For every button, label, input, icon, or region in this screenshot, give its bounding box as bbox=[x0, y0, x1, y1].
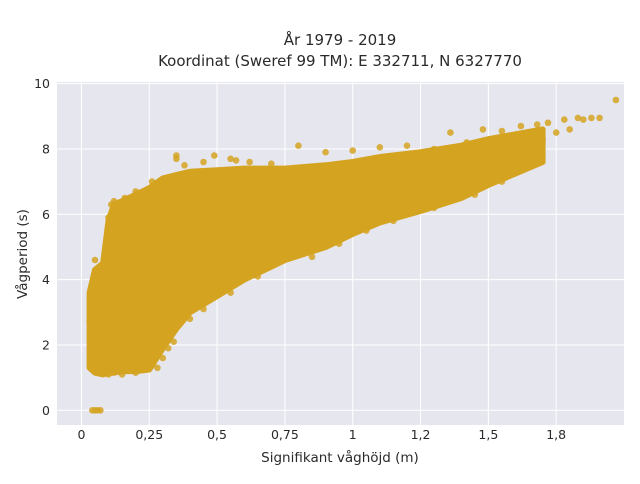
scatter-point bbox=[403, 142, 411, 149]
scatter-point bbox=[506, 132, 514, 140]
scatter-point bbox=[588, 114, 595, 122]
scatter-point bbox=[148, 178, 156, 185]
x-axis-label: Signifikant våghöjd (m) bbox=[261, 449, 419, 466]
scatter-point bbox=[574, 114, 582, 122]
scatter-point bbox=[200, 305, 207, 313]
scatter-points bbox=[86, 96, 620, 414]
scatter-point bbox=[186, 315, 194, 323]
x-tick-label: 1 bbox=[349, 427, 357, 442]
scatter-point bbox=[132, 188, 139, 195]
scatter-point bbox=[596, 114, 603, 122]
scatter-point bbox=[89, 295, 96, 303]
scatter-point bbox=[118, 371, 126, 378]
y-tick-label: 8 bbox=[42, 141, 50, 156]
scatter-point bbox=[525, 142, 533, 149]
scatter-point bbox=[99, 269, 107, 277]
scatter-point bbox=[200, 158, 207, 166]
y-tick-label: 0 bbox=[42, 403, 50, 418]
scatter-point bbox=[498, 127, 506, 135]
scatter-point bbox=[154, 364, 161, 372]
y-axis-label: Vågperiod (s) bbox=[14, 209, 31, 299]
scatter-point bbox=[89, 407, 96, 414]
scatter-point bbox=[544, 119, 552, 127]
scatter-point bbox=[308, 253, 316, 261]
x-axis-ticks: 0 0,25 0,5 0,75 1 1,2 1,5 1,8 bbox=[77, 427, 566, 442]
y-axis-ticks: 0 2 4 6 8 10 bbox=[34, 76, 50, 418]
scatter-point bbox=[181, 162, 188, 169]
scatter-point bbox=[335, 240, 343, 247]
y-tick-label: 6 bbox=[42, 207, 50, 222]
scatter-point bbox=[173, 155, 180, 163]
scatter-point bbox=[86, 318, 93, 326]
scatter-point bbox=[517, 122, 525, 130]
scatter-point bbox=[612, 96, 620, 104]
scatter-point bbox=[580, 116, 587, 123]
x-tick-label: 1,5 bbox=[478, 427, 498, 442]
scatter-point bbox=[97, 407, 104, 414]
scatter-point bbox=[246, 158, 253, 166]
scatter-point bbox=[471, 191, 479, 198]
y-tick-label: 4 bbox=[42, 272, 50, 287]
chart-title-line-1: År 1979 - 2019 bbox=[284, 30, 397, 49]
scatter-point bbox=[211, 152, 218, 159]
scatter-point bbox=[170, 338, 177, 346]
scatter-point bbox=[110, 197, 118, 205]
scatter-point bbox=[132, 369, 139, 377]
scatter-point bbox=[97, 263, 104, 270]
x-tick-label: 0,75 bbox=[271, 427, 299, 442]
scatter-point bbox=[430, 145, 438, 153]
scatter-point bbox=[430, 204, 438, 212]
scatter-point bbox=[447, 129, 454, 136]
scatter-point bbox=[539, 135, 546, 143]
scatter-point bbox=[322, 148, 329, 156]
scatter-point bbox=[566, 126, 573, 133]
scatter-point bbox=[295, 142, 302, 149]
scatter-point bbox=[552, 129, 560, 136]
scatter-point bbox=[268, 160, 275, 167]
x-tick-label: 0,5 bbox=[207, 427, 227, 442]
scatter-point bbox=[164, 344, 172, 352]
scatter-point bbox=[121, 194, 129, 202]
scatter-point bbox=[479, 126, 487, 133]
scatter-point bbox=[363, 227, 370, 234]
x-tick-label: 1,8 bbox=[546, 427, 566, 442]
scatter-point bbox=[349, 147, 357, 154]
x-tick-label: 0 bbox=[77, 427, 85, 442]
y-tick-label: 2 bbox=[42, 337, 50, 352]
scatter-point bbox=[390, 217, 397, 225]
scatter-point bbox=[227, 289, 234, 297]
scatter-point bbox=[254, 273, 262, 280]
scatter-point bbox=[561, 116, 568, 123]
scatter-point bbox=[227, 155, 234, 163]
scatter-point bbox=[91, 256, 99, 264]
scatter-point bbox=[232, 157, 240, 164]
x-tick-label: 0,25 bbox=[135, 427, 163, 442]
scatter-point bbox=[105, 214, 112, 221]
scatter-point bbox=[376, 144, 384, 151]
y-tick-label: 10 bbox=[34, 76, 50, 91]
scatter-point bbox=[498, 178, 506, 185]
scatter-point bbox=[463, 139, 471, 146]
scatter-density-region bbox=[86, 126, 546, 378]
chart-title-line-2: Koordinat (Sweref 99 TM): E 332711, N 63… bbox=[158, 52, 522, 70]
scatter-point bbox=[533, 121, 541, 128]
scatter-point bbox=[159, 354, 167, 362]
x-tick-label: 1,2 bbox=[411, 427, 431, 442]
scatter-cloud bbox=[86, 126, 546, 378]
scatter-point bbox=[105, 371, 112, 378]
